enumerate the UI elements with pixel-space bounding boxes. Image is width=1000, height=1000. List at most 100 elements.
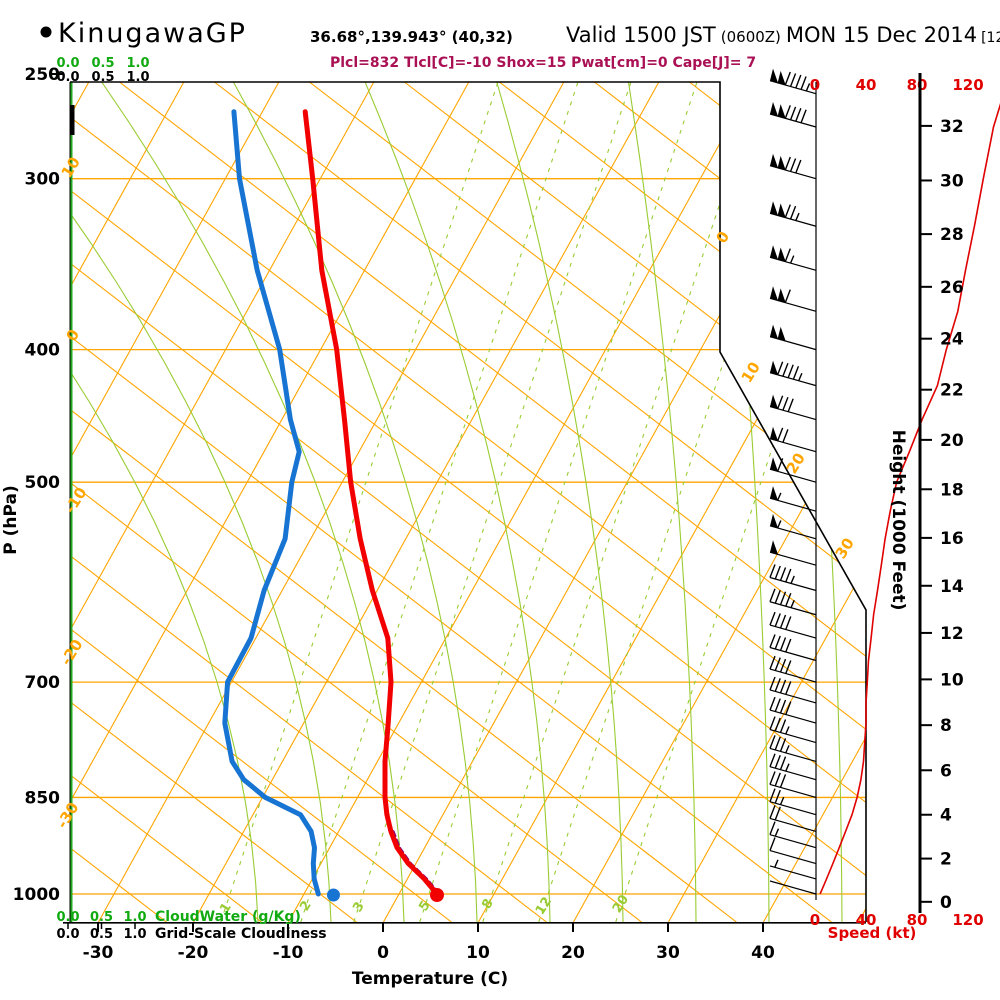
height-axis-title: Height (1000 Feet) <box>888 430 908 611</box>
barb-full-icon <box>774 806 781 821</box>
speed-top-tick-label: 0 <box>810 76 820 94</box>
barb-staff <box>769 372 817 387</box>
barb-full-icon <box>785 701 792 715</box>
temperature-tick-label: 30 <box>656 943 680 963</box>
cloudiness-scale-title: Grid-Scale Cloudiness <box>155 926 327 942</box>
pressure-tick-label: 400 <box>25 341 61 361</box>
barb-full-icon <box>785 681 792 695</box>
height-tick-label: 32 <box>940 117 964 137</box>
barb-full-icon <box>769 634 776 648</box>
valid-utc: (0600Z) <box>721 28 781 46</box>
barb-staff <box>769 689 817 704</box>
barb-pennant-icon <box>770 201 778 216</box>
barb-full-icon <box>769 696 776 711</box>
wind-barb <box>769 634 817 662</box>
cloudwater-bottom-scale-label: 0.0 <box>56 910 79 925</box>
barb-staff <box>769 336 817 351</box>
isotherm-line <box>193 82 660 922</box>
isotherm-label-right: 20 <box>783 450 809 477</box>
cloudiness-bottom-scale-label: 0.5 <box>90 927 113 942</box>
barb-pennant-icon <box>770 513 778 529</box>
height-tick-label: 16 <box>940 529 964 549</box>
barb-half-icon <box>795 212 800 221</box>
speed-bottom-tick-label: 80 <box>907 911 928 929</box>
pressure-axis-title: P (hPa) <box>1 485 21 555</box>
temperature-tick-label: 20 <box>561 943 585 963</box>
barb-full-icon <box>784 156 791 171</box>
dry-adiabat-line <box>70 82 866 922</box>
wind-barb <box>769 588 817 616</box>
isotherm-line <box>763 82 866 922</box>
temperature-tick-label: -30 <box>83 943 114 963</box>
moist-adiabat-line <box>364 82 551 922</box>
barb-staff <box>769 668 817 683</box>
barb-staff <box>769 834 817 849</box>
barb-half-icon <box>790 599 795 608</box>
barb-full-icon <box>784 105 791 119</box>
barb-full-icon <box>769 771 776 785</box>
wind-barb <box>769 245 817 271</box>
wind-barb <box>769 457 817 483</box>
barb-half-icon <box>785 726 790 735</box>
barb-full-icon <box>800 109 807 124</box>
temperature-axis-title: Temperature (C) <box>352 969 508 989</box>
barb-full-icon <box>787 398 794 412</box>
speed-top-tick-label: 40 <box>856 76 877 94</box>
mixing-ratio-line <box>220 82 499 922</box>
barb-full-icon <box>769 788 776 802</box>
barb-full-icon <box>789 158 797 172</box>
dewpoint-curve <box>222 109 321 897</box>
barb-full-icon <box>784 248 791 262</box>
dry-adiabat-line <box>70 82 866 922</box>
wind-barb <box>769 153 817 180</box>
dry-adiabat-line <box>70 82 357 922</box>
wind-barb <box>769 611 817 639</box>
moist-adiabat-line <box>627 82 697 922</box>
barb-half-icon <box>789 255 795 264</box>
barb-full-icon <box>769 611 776 626</box>
barb-staff <box>769 880 817 895</box>
barb-full-icon <box>784 71 791 86</box>
barb-full-icon <box>769 676 776 691</box>
valid-label: Valid 1500 JST <box>566 23 716 47</box>
mixing-ratio-line <box>538 82 817 922</box>
barb-full-icon <box>774 678 781 692</box>
title-bullet-icon <box>40 26 52 38</box>
height-tick-label: 26 <box>940 278 964 298</box>
mixing-ratio-label: 5 <box>416 898 434 914</box>
barb-full-icon <box>774 789 781 804</box>
barb-full-icon <box>776 395 784 410</box>
wind-barb <box>769 859 817 880</box>
speed-bottom-tick-label: 40 <box>856 911 877 929</box>
barb-full-icon <box>769 588 776 603</box>
height-tick-label: 0 <box>940 893 952 913</box>
barb-full-icon <box>774 736 781 751</box>
pressure-tick-label: 250 <box>25 65 61 85</box>
dry-adiabat-line <box>70 82 452 922</box>
isotherm-label-right: 10 <box>738 359 764 386</box>
barb-half-icon <box>798 372 803 382</box>
height-tick-label: 22 <box>940 381 964 401</box>
isotherm-line <box>288 82 755 922</box>
barb-pennant-icon <box>770 324 778 339</box>
station-name: KinugawaGP <box>58 18 247 49</box>
barb-full-icon <box>769 821 776 835</box>
moist-adiabat-line <box>940 82 988 922</box>
cloudiness-bottom-scale-label: 1.0 <box>123 927 146 942</box>
barb-staff <box>769 747 817 763</box>
barb-full-icon <box>789 106 797 121</box>
barb-full-icon <box>782 429 789 443</box>
barb-full-icon <box>789 73 797 87</box>
wind-barb <box>769 805 817 832</box>
parcel-params-line: Plcl=832 Tlcl[C]=-10 Shox=15 Pwat[cm]=0 … <box>330 55 756 71</box>
barb-staff <box>769 497 817 512</box>
isotherm-line <box>70 82 470 922</box>
valid-date: MON 15 Dec 2014 <box>786 23 977 47</box>
barb-staff <box>769 865 817 880</box>
pressure-tick-label: 500 <box>25 473 61 493</box>
dewpoint-surface-dot <box>326 888 340 902</box>
barb-full-icon <box>789 205 797 220</box>
barb-full-icon <box>779 567 787 581</box>
dry-adiabat-line <box>70 82 737 922</box>
